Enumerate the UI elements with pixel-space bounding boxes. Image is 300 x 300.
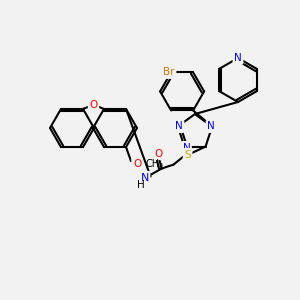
- Text: S: S: [184, 150, 191, 160]
- Text: CH₃: CH₃: [145, 159, 163, 169]
- Text: N: N: [182, 142, 190, 153]
- Text: O: O: [89, 100, 98, 110]
- Text: H: H: [137, 180, 145, 190]
- Text: N: N: [234, 53, 242, 63]
- Text: Br: Br: [164, 68, 175, 77]
- Text: O: O: [133, 159, 141, 169]
- Text: N: N: [175, 122, 183, 131]
- Text: N: N: [207, 122, 215, 131]
- Text: N: N: [140, 172, 149, 183]
- Text: O: O: [154, 148, 163, 159]
